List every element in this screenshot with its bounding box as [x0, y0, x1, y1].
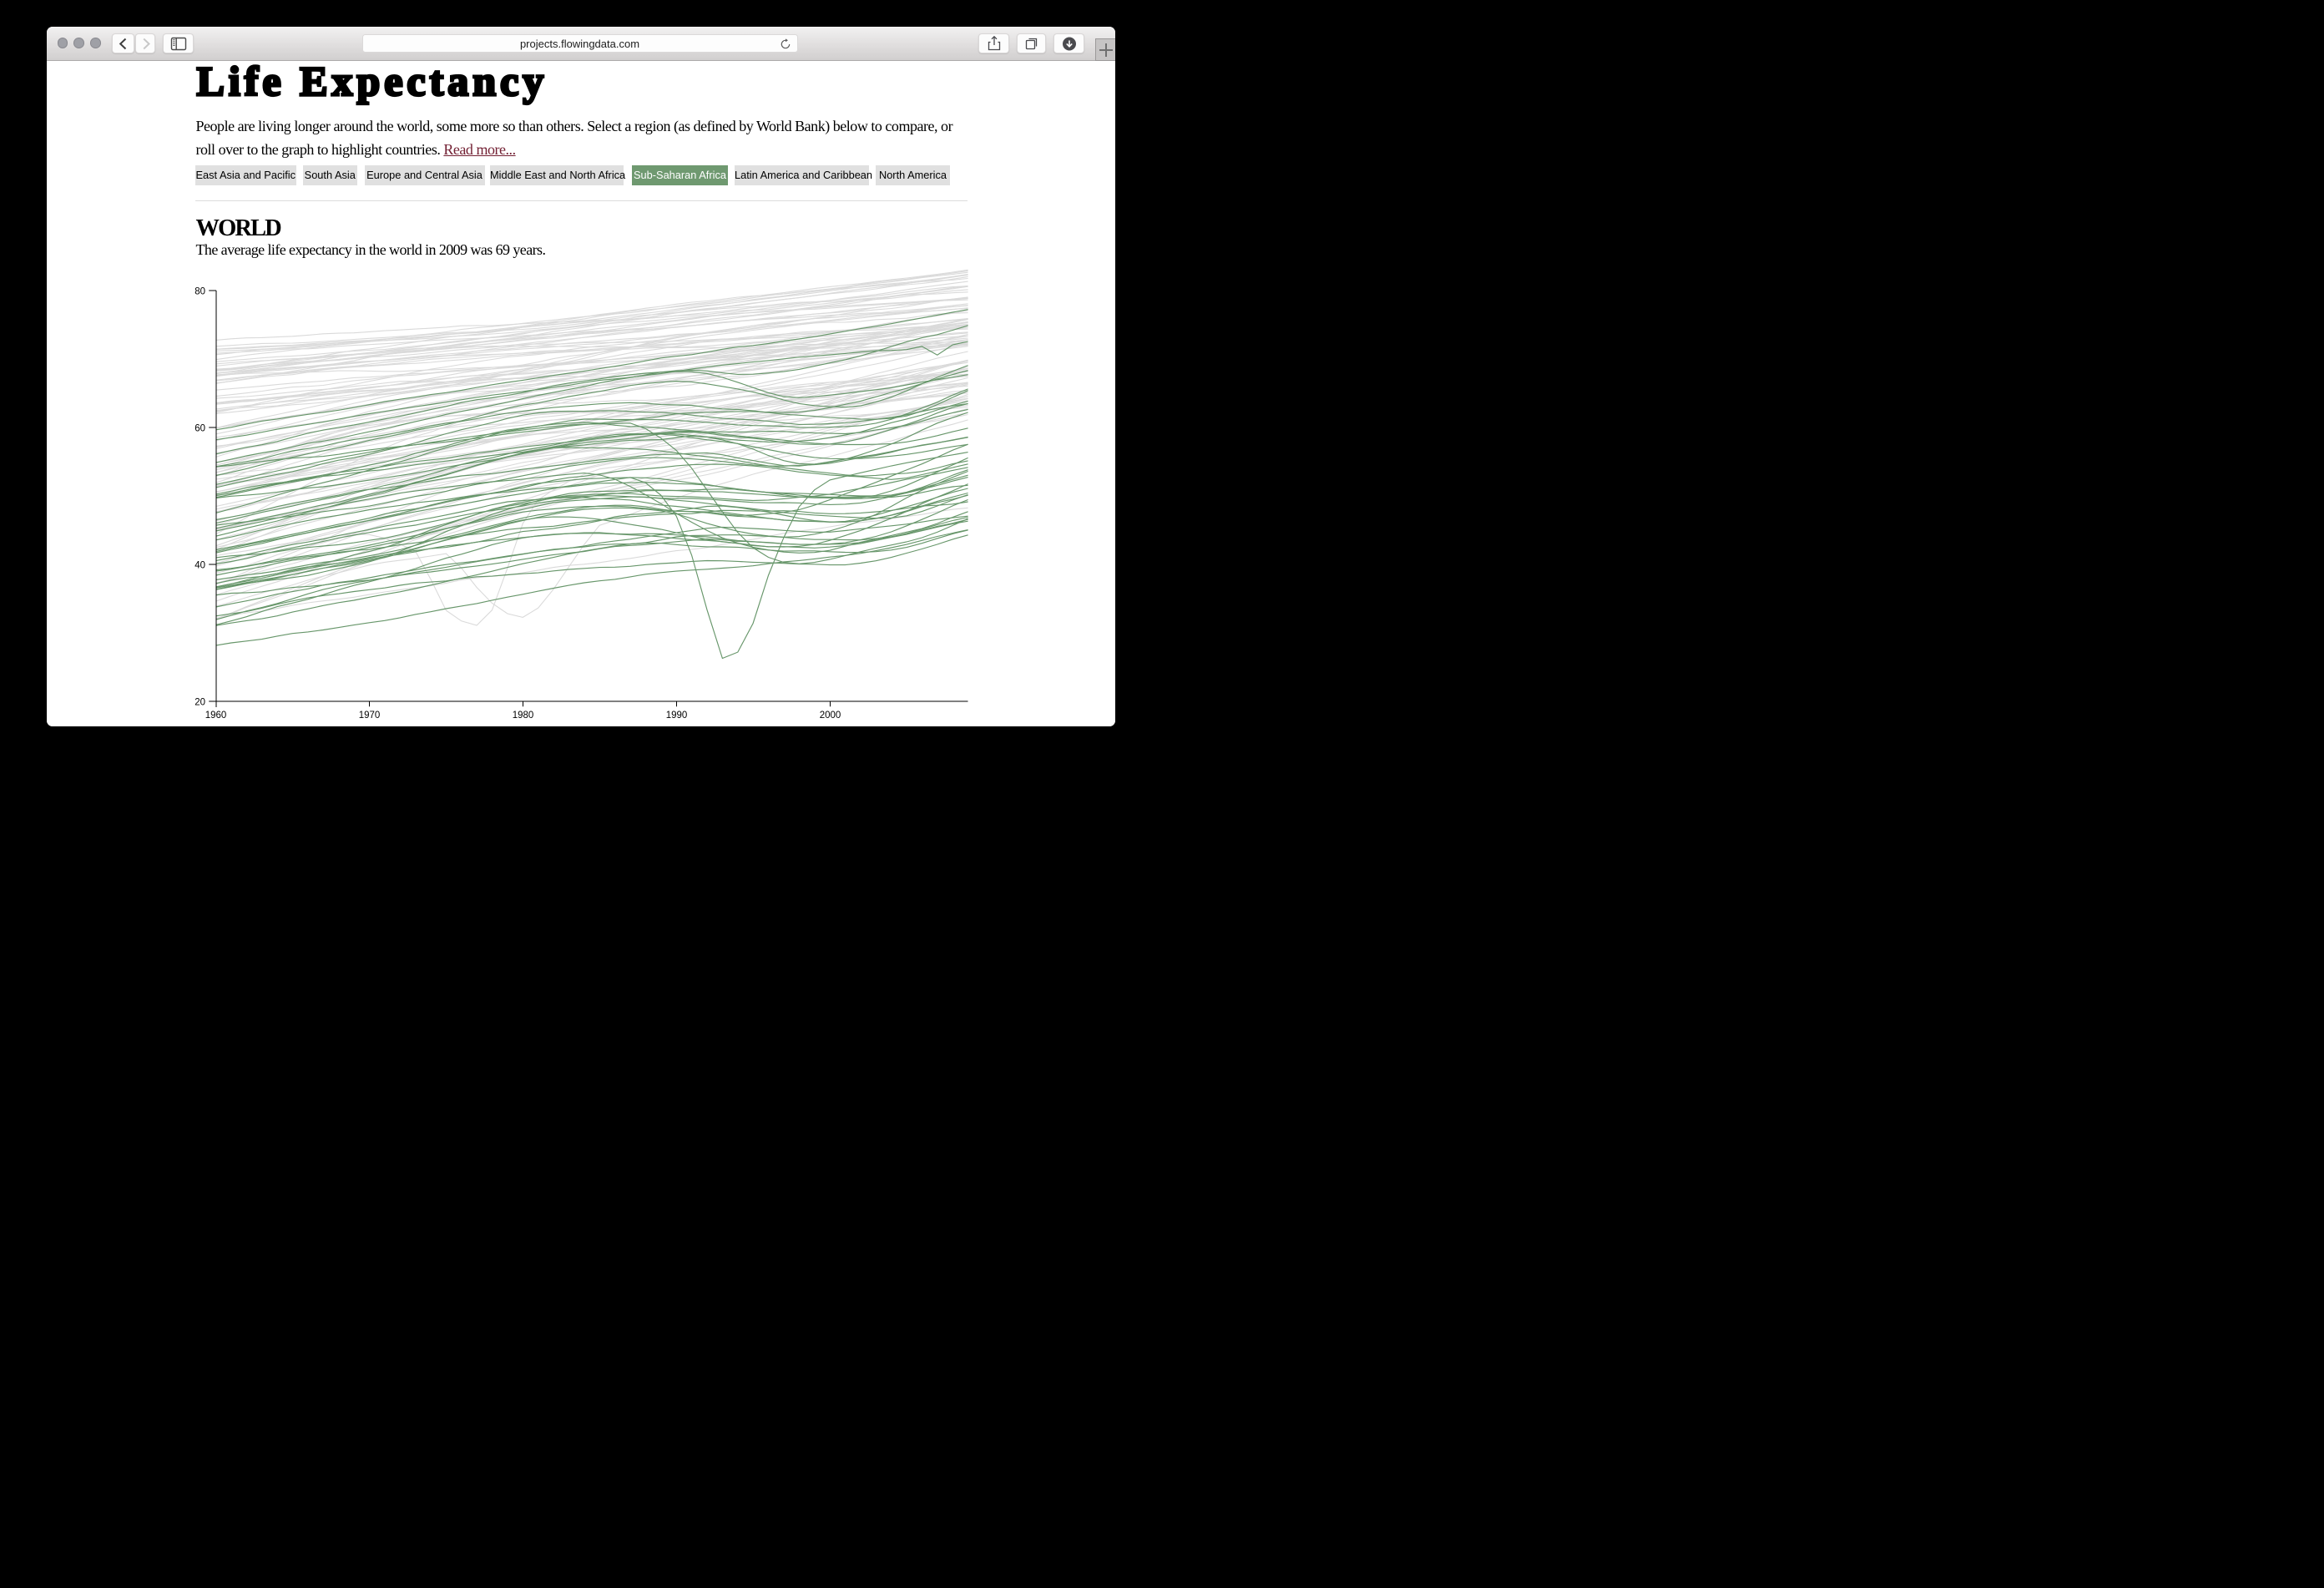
svg-text:1960: 1960	[205, 711, 226, 721]
svg-text:60: 60	[195, 423, 205, 433]
svg-text:1990: 1990	[665, 711, 687, 721]
svg-text:1980: 1980	[512, 711, 533, 721]
svg-text:80: 80	[195, 286, 205, 296]
svg-text:40: 40	[195, 560, 205, 570]
svg-text:2000: 2000	[819, 711, 841, 721]
svg-text:20: 20	[195, 697, 205, 707]
svg-text:1970: 1970	[358, 711, 380, 721]
